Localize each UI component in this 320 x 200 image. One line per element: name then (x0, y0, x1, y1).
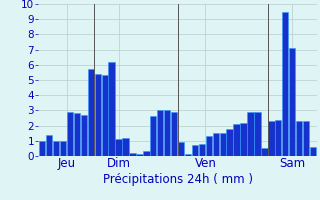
Bar (303, 121, 309, 156)
Bar (282, 12, 288, 156)
Bar (88, 69, 94, 156)
Bar (240, 123, 247, 156)
Bar (220, 133, 226, 156)
Bar (178, 142, 184, 156)
Bar (60, 141, 66, 156)
Bar (74, 113, 80, 156)
Bar (233, 124, 240, 156)
Bar (289, 48, 295, 156)
Bar (101, 75, 108, 156)
Bar (46, 135, 52, 156)
Bar (116, 139, 122, 156)
Bar (67, 112, 73, 156)
Bar (164, 110, 170, 156)
Bar (185, 154, 191, 156)
Bar (268, 121, 275, 156)
Bar (39, 141, 45, 156)
Bar (206, 136, 212, 156)
Bar (81, 115, 87, 156)
Bar (192, 145, 198, 156)
X-axis label: Précipitations 24h ( mm ): Précipitations 24h ( mm ) (103, 173, 252, 186)
Bar (247, 112, 254, 156)
Bar (108, 62, 115, 156)
Bar (275, 120, 282, 156)
Bar (53, 141, 59, 156)
Bar (310, 147, 316, 156)
Bar (254, 112, 260, 156)
Bar (143, 151, 149, 156)
Bar (212, 133, 219, 156)
Bar (122, 138, 129, 156)
Bar (150, 116, 156, 156)
Bar (136, 154, 143, 156)
Bar (227, 129, 233, 156)
Bar (296, 121, 302, 156)
Bar (261, 148, 268, 156)
Bar (157, 110, 164, 156)
Bar (199, 144, 205, 156)
Bar (129, 153, 136, 156)
Bar (95, 74, 101, 156)
Bar (171, 112, 177, 156)
